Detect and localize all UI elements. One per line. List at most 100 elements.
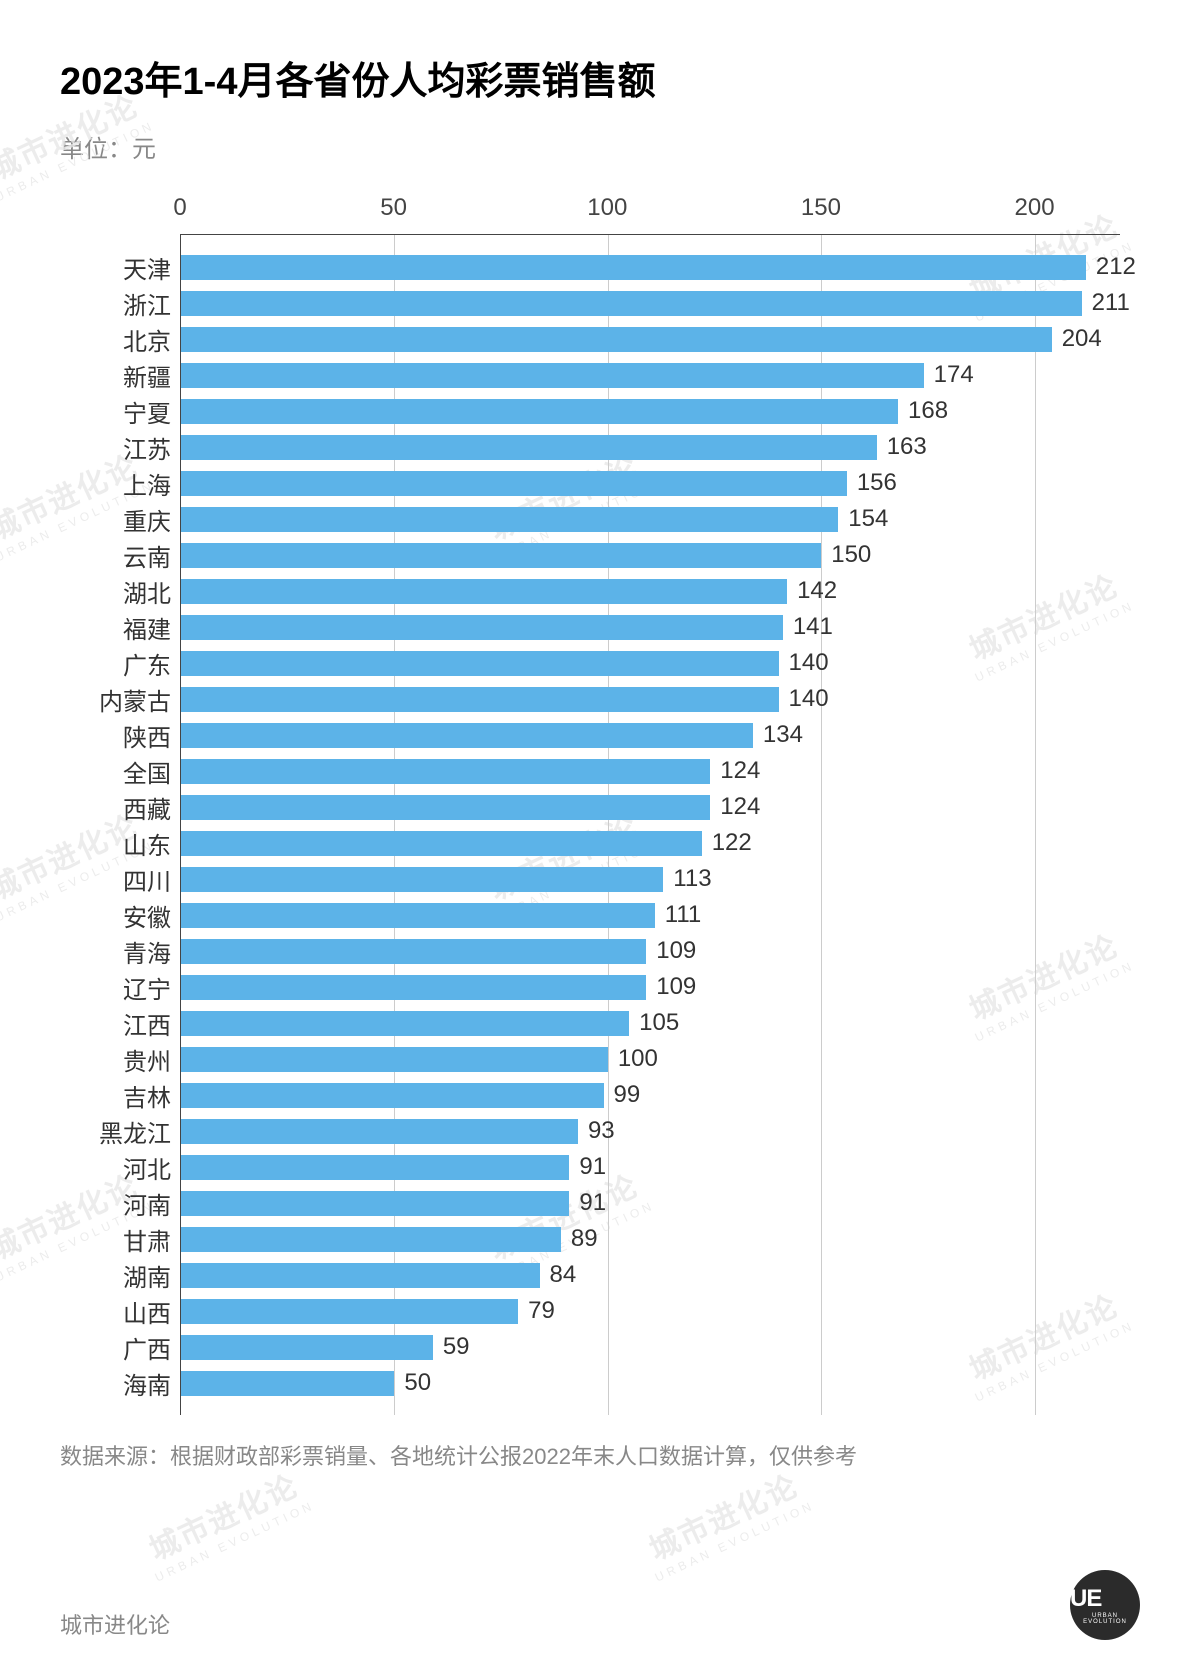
bar-row: 湖南84 (181, 1257, 1120, 1293)
bar-row: 宁夏168 (181, 393, 1120, 429)
bar: 93 (181, 1119, 578, 1144)
value-label: 168 (908, 397, 948, 425)
bar-row: 江西105 (181, 1005, 1120, 1041)
value-label: 204 (1062, 325, 1102, 353)
value-label: 91 (579, 1153, 606, 1181)
category-label: 四川 (51, 862, 171, 897)
data-source: 数据来源：根据财政部彩票销量、各地统计公报2022年末人口数据计算，仅供参考 (60, 1439, 1140, 1471)
x-tick: 200 (1015, 194, 1055, 222)
bar: 79 (181, 1299, 518, 1324)
logo-text: UE (1070, 1585, 1101, 1612)
x-axis-ticks: 050100150200 (180, 194, 1120, 234)
value-label: 100 (618, 1045, 658, 1073)
value-label: 93 (588, 1117, 615, 1145)
category-label: 浙江 (51, 286, 171, 321)
bar-row: 海南50 (181, 1365, 1120, 1401)
bar-row: 辽宁109 (181, 969, 1120, 1005)
value-label: 156 (857, 469, 897, 497)
bar-row: 河北91 (181, 1149, 1120, 1185)
bar: 59 (181, 1335, 433, 1360)
plot-area: 天津212浙江211北京204新疆174宁夏168江苏163上海156重庆154… (180, 234, 1120, 1415)
bar-row: 重庆154 (181, 501, 1120, 537)
bar: 50 (181, 1371, 394, 1396)
category-label: 北京 (51, 322, 171, 357)
bar-row: 山西79 (181, 1293, 1120, 1329)
category-label: 陕西 (51, 718, 171, 753)
category-label: 黑龙江 (51, 1114, 171, 1149)
bar-row: 四川113 (181, 861, 1120, 897)
category-label: 广东 (51, 646, 171, 681)
category-label: 上海 (51, 466, 171, 501)
value-label: 124 (720, 793, 760, 821)
watermark: 城市进化论URBAN EVOLUTION (138, 1465, 318, 1584)
chart-title: 2023年1-4月各省份人均彩票销售额 (60, 50, 1140, 105)
bar: 140 (181, 687, 779, 712)
bar: 111 (181, 903, 655, 928)
bar: 156 (181, 471, 847, 496)
bar-row: 吉林99 (181, 1077, 1120, 1113)
value-label: 142 (797, 577, 837, 605)
value-label: 113 (673, 865, 711, 893)
category-label: 青海 (51, 934, 171, 969)
chart-container: 050100150200 天津212浙江211北京204新疆174宁夏168江苏… (60, 194, 1140, 1471)
category-label: 辽宁 (51, 970, 171, 1005)
value-label: 211 (1092, 289, 1130, 317)
bar: 211 (181, 291, 1082, 316)
category-label: 山东 (51, 826, 171, 861)
value-label: 154 (848, 505, 888, 533)
category-label: 江西 (51, 1006, 171, 1041)
bar: 91 (181, 1191, 569, 1216)
bar: 141 (181, 615, 783, 640)
value-label: 141 (793, 613, 833, 641)
value-label: 99 (614, 1081, 641, 1109)
bar-row: 青海109 (181, 933, 1120, 969)
bar-row: 广东140 (181, 645, 1120, 681)
value-label: 79 (528, 1297, 555, 1325)
value-label: 59 (443, 1333, 470, 1361)
bar-row: 甘肃89 (181, 1221, 1120, 1257)
logo-subtext: URBAN EVOLUTION (1070, 1613, 1140, 1625)
bar-row: 浙江211 (181, 285, 1120, 321)
bar: 124 (181, 795, 710, 820)
category-label: 湖南 (51, 1258, 171, 1293)
value-label: 91 (579, 1189, 606, 1217)
bar-row: 北京204 (181, 321, 1120, 357)
category-label: 宁夏 (51, 394, 171, 429)
category-label: 甘肃 (51, 1222, 171, 1257)
value-label: 124 (720, 757, 760, 785)
bar-row: 河南91 (181, 1185, 1120, 1221)
footer: 城市进化论 UE URBAN EVOLUTION (60, 1570, 1140, 1640)
value-label: 50 (404, 1369, 431, 1397)
category-label: 天津 (51, 250, 171, 285)
category-label: 海南 (51, 1366, 171, 1401)
category-label: 云南 (51, 538, 171, 573)
category-label: 重庆 (51, 502, 171, 537)
bar: 109 (181, 975, 646, 1000)
category-label: 河北 (51, 1150, 171, 1185)
bar: 212 (181, 255, 1086, 280)
category-label: 湖北 (51, 574, 171, 609)
category-label: 内蒙古 (51, 682, 171, 717)
category-label: 西藏 (51, 790, 171, 825)
bar: 105 (181, 1011, 629, 1036)
value-label: 174 (934, 361, 974, 389)
x-tick: 0 (173, 194, 186, 222)
bar-row: 内蒙古140 (181, 681, 1120, 717)
category-label: 福建 (51, 610, 171, 645)
bar-row: 上海156 (181, 465, 1120, 501)
bar: 91 (181, 1155, 569, 1180)
category-label: 山西 (51, 1294, 171, 1329)
bar-row: 黑龙江93 (181, 1113, 1120, 1149)
brand-logo: UE URBAN EVOLUTION (1070, 1570, 1140, 1640)
category-label: 江苏 (51, 430, 171, 465)
bar: 84 (181, 1263, 540, 1288)
x-tick: 150 (801, 194, 841, 222)
bar-row: 西藏124 (181, 789, 1120, 825)
bar-row: 云南150 (181, 537, 1120, 573)
value-label: 109 (656, 973, 696, 1001)
category-label: 全国 (51, 754, 171, 789)
bar: 168 (181, 399, 898, 424)
category-label: 安徽 (51, 898, 171, 933)
value-label: 111 (665, 901, 701, 929)
bar-row: 江苏163 (181, 429, 1120, 465)
